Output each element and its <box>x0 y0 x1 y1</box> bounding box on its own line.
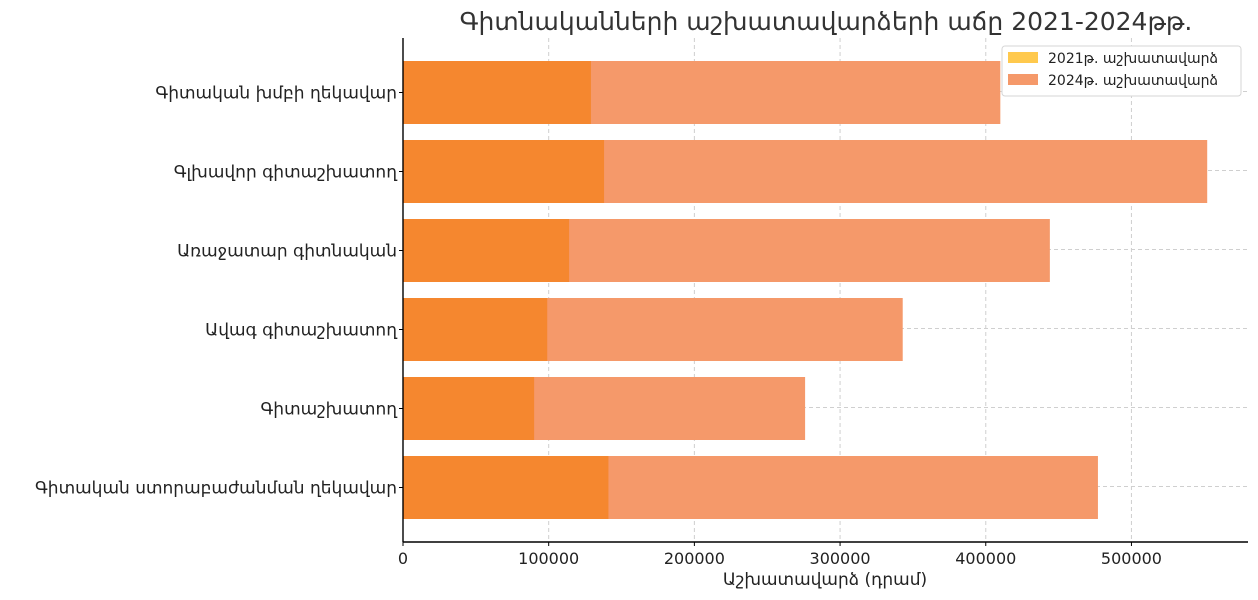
bar-2021 <box>403 298 548 361</box>
legend: 2021թ. աշխատավարձ 2024թ. աշխատավարձ <box>1001 45 1242 97</box>
legend-label: 2021թ. աշխատավարձ <box>1048 51 1218 67</box>
axes <box>402 38 1248 543</box>
x-tick-label: 400000 <box>955 549 1016 568</box>
x-tick-label: 300000 <box>810 549 871 568</box>
chart-title: Գիտնականների աշխատավարձերի աճը 2021-2024… <box>460 7 1193 36</box>
bar-2021 <box>403 377 535 440</box>
legend-box <box>1001 45 1242 97</box>
y-tick-label: Գիտական ստորաբաժանման ղեկավար <box>35 479 397 499</box>
bar-2021 <box>403 456 609 519</box>
y-tick-label: Առաջատար գիտնական <box>177 242 397 262</box>
bar-2021 <box>403 61 591 124</box>
bar-2021 <box>403 140 605 203</box>
legend-label: 2024թ. աշխատավարձ <box>1048 73 1218 89</box>
y-tick-label: Գիտաշխատող <box>261 400 399 420</box>
y-tick-label: Գիտական խմբի ղեկավար <box>155 84 397 104</box>
y-tick-label: Ավագ գիտաշխատող <box>205 321 398 341</box>
x-tick-label: 100000 <box>518 549 579 568</box>
x-tick-label: 500000 <box>1101 549 1162 568</box>
y-tick-label: Գլխավոր գիտաշխատող <box>174 163 398 183</box>
bar-2021 <box>403 219 570 282</box>
x-tick-label: 200000 <box>664 549 725 568</box>
x-tick-labels: 0 100000 200000 300000 400000 500000 <box>398 542 1162 568</box>
x-tick-label: 0 <box>398 549 408 568</box>
bars <box>403 61 1208 519</box>
legend-swatch <box>1008 74 1038 85</box>
y-tick-labels: Գիտական խմբի ղեկավար Գլխավոր գիտաշխատող Առ… <box>35 84 403 499</box>
x-axis-label: Աշխատավարձ (դրամ) <box>723 570 927 590</box>
legend-swatch <box>1008 52 1038 63</box>
